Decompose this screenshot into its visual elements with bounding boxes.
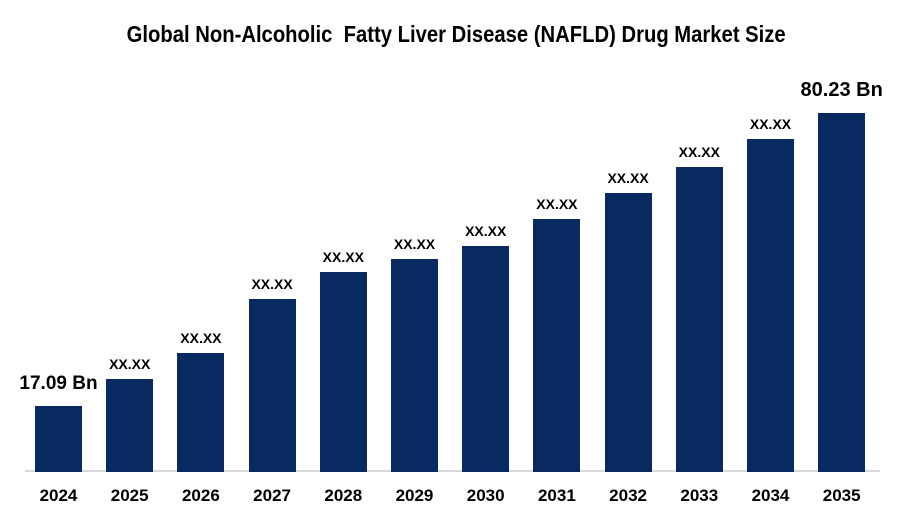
x-axis-label-2025: 2025 [110, 486, 149, 505]
bar-2030 [462, 246, 510, 472]
value-label-2032: XX.XX [607, 170, 649, 186]
bar-2031 [533, 219, 581, 472]
bar-2026 [177, 353, 225, 472]
value-label-2035: 80.23 Bn [800, 79, 883, 101]
bar-2035 [818, 113, 866, 472]
chart-title: Global Non-Alcoholic Fatty Liver Disease… [126, 21, 786, 47]
value-label-2026: XX.XX [180, 330, 222, 346]
value-label-2027: XX.XX [251, 276, 293, 292]
x-axis-label-2031: 2031 [537, 486, 576, 505]
bar-2025 [106, 379, 154, 472]
x-axis-label-2035: 2035 [822, 486, 861, 505]
x-axis-label-2027: 2027 [253, 486, 291, 505]
bar-2033 [675, 167, 723, 472]
x-axis-label-2033: 2033 [680, 486, 719, 505]
value-label-2028: XX.XX [322, 249, 364, 265]
bar-2029 [391, 259, 438, 472]
bar-2034 [747, 139, 794, 472]
x-axis-line [25, 470, 880, 472]
bar-2032 [604, 193, 652, 472]
value-label-2033: XX.XX [678, 144, 720, 160]
x-axis-label-2026: 2026 [181, 486, 220, 505]
value-label-2030: XX.XX [465, 223, 507, 239]
x-axis-label-2030: 2030 [466, 486, 505, 505]
bar-2028 [319, 272, 367, 472]
value-label-2031: XX.XX [536, 196, 578, 212]
value-label-2025: XX.XX [109, 356, 151, 372]
x-axis-label-2034: 2034 [751, 486, 790, 505]
x-axis-label-2028: 2028 [324, 486, 363, 505]
value-label-2029: XX.XX [393, 236, 436, 252]
x-axis-label-2032: 2032 [609, 486, 647, 505]
value-label-2024: 17.09 Bn [19, 373, 98, 394]
x-axis-label-2029: 2029 [395, 486, 434, 505]
value-label-2034: XX.XX [749, 116, 792, 132]
bar-2024 [35, 406, 82, 472]
bar-2027 [248, 299, 296, 472]
x-axis-label-2024: 2024 [39, 486, 78, 505]
